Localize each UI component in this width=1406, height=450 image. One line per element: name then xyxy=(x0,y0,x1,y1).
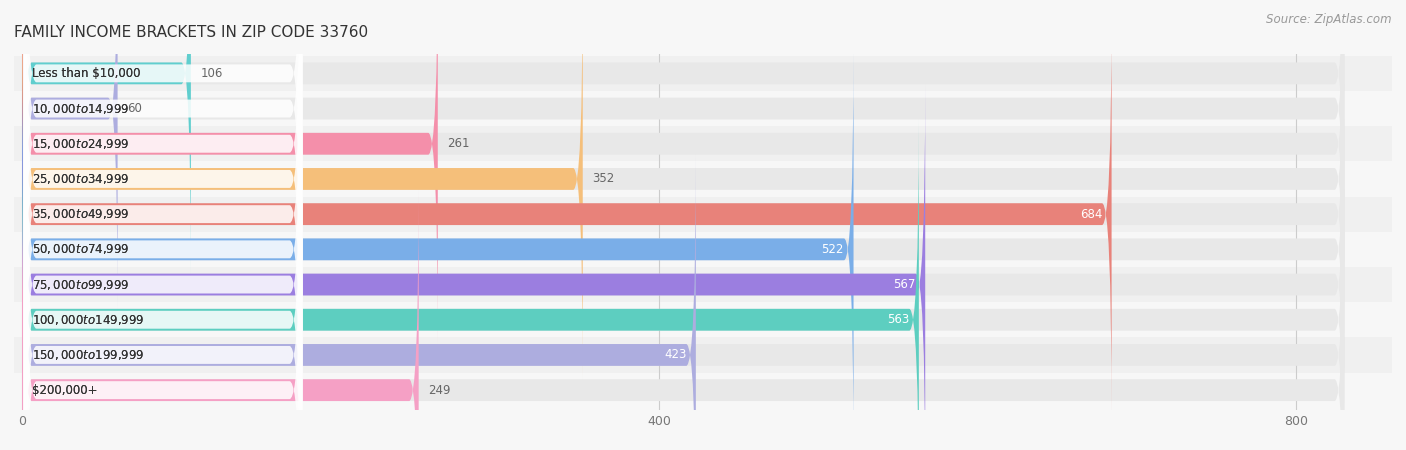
FancyBboxPatch shape xyxy=(14,338,1392,373)
FancyBboxPatch shape xyxy=(24,0,302,450)
Text: $100,000 to $149,999: $100,000 to $149,999 xyxy=(31,313,143,327)
Text: $200,000+: $200,000+ xyxy=(31,384,97,396)
Text: $25,000 to $34,999: $25,000 to $34,999 xyxy=(31,172,129,186)
FancyBboxPatch shape xyxy=(22,84,925,450)
Text: $200,000+: $200,000+ xyxy=(31,384,97,396)
Text: Less than $10,000: Less than $10,000 xyxy=(31,67,141,80)
Text: Source: ZipAtlas.com: Source: ZipAtlas.com xyxy=(1267,14,1392,27)
FancyBboxPatch shape xyxy=(14,126,1392,162)
FancyBboxPatch shape xyxy=(24,0,302,450)
FancyBboxPatch shape xyxy=(24,0,302,416)
Text: $35,000 to $49,999: $35,000 to $49,999 xyxy=(31,207,129,221)
FancyBboxPatch shape xyxy=(24,0,302,381)
Text: 249: 249 xyxy=(429,384,451,396)
FancyBboxPatch shape xyxy=(24,117,302,450)
FancyBboxPatch shape xyxy=(22,0,582,379)
FancyBboxPatch shape xyxy=(22,0,437,344)
Text: $150,000 to $199,999: $150,000 to $199,999 xyxy=(31,348,143,362)
Text: $10,000 to $14,999: $10,000 to $14,999 xyxy=(31,102,129,116)
FancyBboxPatch shape xyxy=(24,47,302,450)
Text: $50,000 to $74,999: $50,000 to $74,999 xyxy=(31,243,129,256)
FancyBboxPatch shape xyxy=(22,0,1344,344)
Text: 261: 261 xyxy=(447,137,470,150)
FancyBboxPatch shape xyxy=(14,232,1392,267)
Text: 563: 563 xyxy=(887,313,910,326)
Text: Less than $10,000: Less than $10,000 xyxy=(31,67,141,80)
FancyBboxPatch shape xyxy=(22,190,1344,450)
FancyBboxPatch shape xyxy=(22,49,1344,450)
Text: 423: 423 xyxy=(664,348,686,361)
FancyBboxPatch shape xyxy=(22,190,419,450)
FancyBboxPatch shape xyxy=(14,162,1392,197)
Text: 567: 567 xyxy=(893,278,915,291)
FancyBboxPatch shape xyxy=(22,0,1344,379)
Text: 352: 352 xyxy=(592,172,614,185)
Text: 106: 106 xyxy=(201,67,222,80)
Text: $35,000 to $49,999: $35,000 to $49,999 xyxy=(31,207,129,221)
Text: $15,000 to $24,999: $15,000 to $24,999 xyxy=(31,137,129,151)
FancyBboxPatch shape xyxy=(22,14,1344,414)
FancyBboxPatch shape xyxy=(24,82,302,450)
Text: $15,000 to $24,999: $15,000 to $24,999 xyxy=(31,137,129,151)
FancyBboxPatch shape xyxy=(22,0,1344,309)
FancyBboxPatch shape xyxy=(22,155,1344,450)
FancyBboxPatch shape xyxy=(14,56,1392,91)
FancyBboxPatch shape xyxy=(22,0,191,274)
Text: $25,000 to $34,999: $25,000 to $34,999 xyxy=(31,172,129,186)
FancyBboxPatch shape xyxy=(24,12,302,450)
FancyBboxPatch shape xyxy=(22,84,1344,450)
FancyBboxPatch shape xyxy=(14,373,1392,408)
FancyBboxPatch shape xyxy=(14,197,1392,232)
FancyBboxPatch shape xyxy=(14,91,1392,126)
Text: $150,000 to $199,999: $150,000 to $199,999 xyxy=(31,348,143,362)
FancyBboxPatch shape xyxy=(14,302,1392,338)
FancyBboxPatch shape xyxy=(22,119,1344,450)
Text: $10,000 to $14,999: $10,000 to $14,999 xyxy=(31,102,129,116)
FancyBboxPatch shape xyxy=(22,119,920,450)
FancyBboxPatch shape xyxy=(22,155,696,450)
Text: 684: 684 xyxy=(1080,207,1102,220)
Text: $50,000 to $74,999: $50,000 to $74,999 xyxy=(31,243,129,256)
FancyBboxPatch shape xyxy=(22,0,1344,274)
Text: 522: 522 xyxy=(821,243,844,256)
Text: $75,000 to $99,999: $75,000 to $99,999 xyxy=(31,278,129,292)
FancyBboxPatch shape xyxy=(22,0,118,309)
Text: FAMILY INCOME BRACKETS IN ZIP CODE 33760: FAMILY INCOME BRACKETS IN ZIP CODE 33760 xyxy=(14,25,368,40)
FancyBboxPatch shape xyxy=(22,49,853,450)
FancyBboxPatch shape xyxy=(22,14,1112,414)
FancyBboxPatch shape xyxy=(24,0,302,450)
FancyBboxPatch shape xyxy=(24,0,302,346)
Text: $100,000 to $149,999: $100,000 to $149,999 xyxy=(31,313,143,327)
FancyBboxPatch shape xyxy=(14,267,1392,302)
Text: $75,000 to $99,999: $75,000 to $99,999 xyxy=(31,278,129,292)
Text: 60: 60 xyxy=(127,102,142,115)
